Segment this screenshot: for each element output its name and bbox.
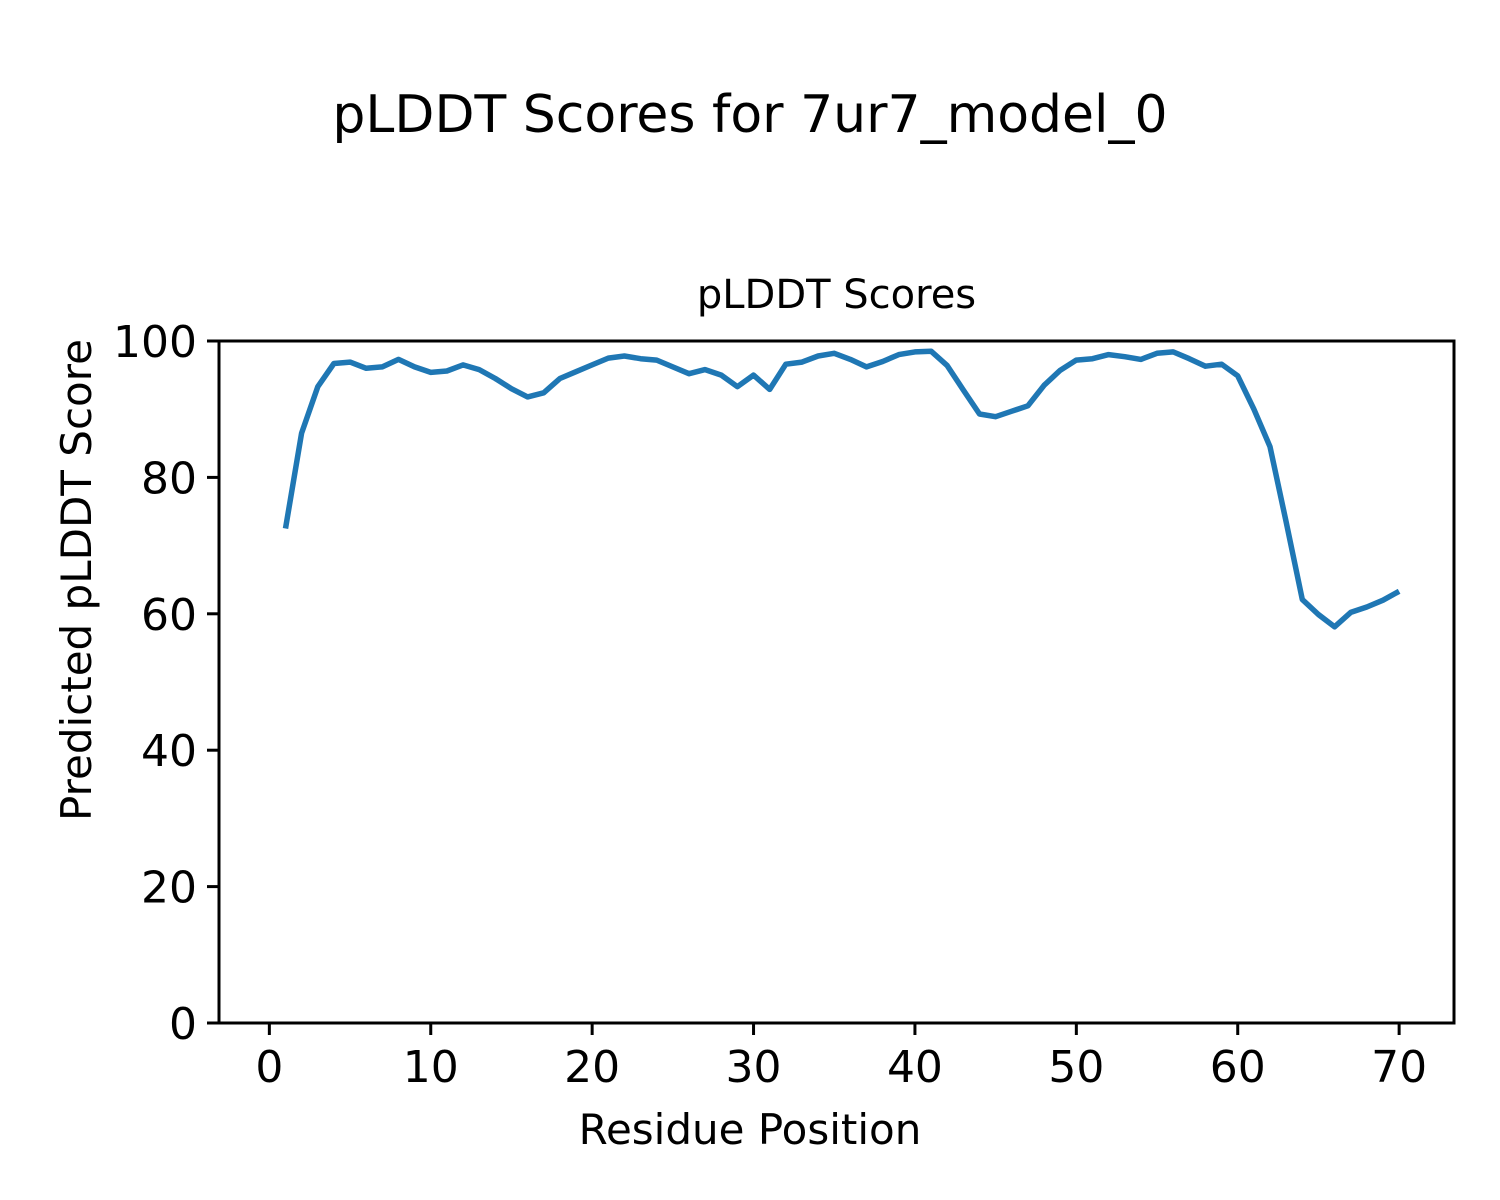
y-tick-label: 0 bbox=[169, 999, 197, 1050]
y-tick-label: 100 bbox=[113, 317, 197, 368]
axes-frame bbox=[217, 339, 1456, 1025]
figure-title: pLDDT Scores for 7ur7_model_0 bbox=[332, 85, 1168, 145]
y-tick-label: 40 bbox=[141, 726, 197, 777]
x-tick-label: 30 bbox=[726, 1042, 782, 1093]
x-axis-label: Residue Position bbox=[578, 1105, 922, 1154]
plddt-line bbox=[282, 348, 1401, 630]
y-axis-label: Predicted pLDDT Score bbox=[51, 339, 101, 821]
x-tick-label: 50 bbox=[1048, 1042, 1104, 1093]
x-tick-label: 40 bbox=[887, 1042, 943, 1093]
y-tick-label: 20 bbox=[141, 863, 197, 914]
x-tick-label: 70 bbox=[1371, 1042, 1427, 1093]
y-tick-label: 60 bbox=[141, 590, 197, 641]
x-tick-label: 20 bbox=[564, 1042, 620, 1093]
axes-title: pLDDT Scores bbox=[696, 272, 977, 318]
x-tick-label: 10 bbox=[403, 1042, 459, 1093]
x-tick-label: 0 bbox=[255, 1042, 283, 1093]
y-tick-label: 80 bbox=[141, 453, 197, 504]
x-tick-label: 60 bbox=[1210, 1042, 1266, 1093]
